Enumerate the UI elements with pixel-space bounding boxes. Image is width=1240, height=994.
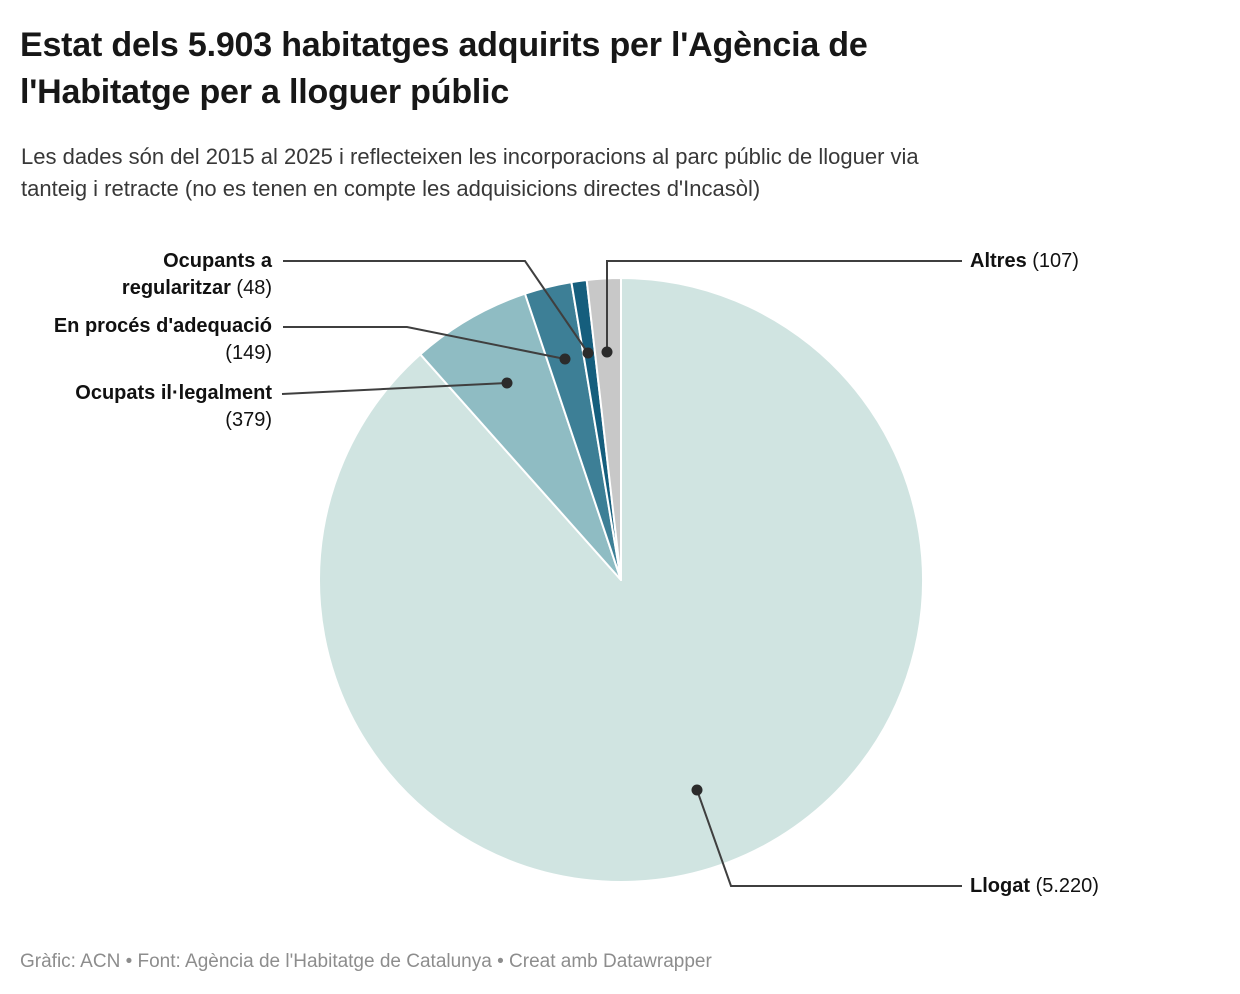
- label-llogat: Llogat (5.220): [970, 873, 1099, 900]
- label-ocupants-a-regularitzar: Ocupants a regularitzar (48): [122, 248, 272, 302]
- leader-line-ocupants-regularitzar: [283, 260, 589, 354]
- label-altres: Altres (107): [970, 248, 1079, 275]
- label-ocupats-name: Ocupats il·legalment: [75, 382, 272, 404]
- page-title: Estat dels 5.903 habitatges adquirits pe…: [20, 26, 868, 111]
- label-en-proces-adequacio: En procés d'adequació (149): [54, 313, 272, 367]
- label-ocupants-line2: regularitzar: [121, 277, 231, 299]
- label-ocupants-line1: Ocupants a: [163, 250, 272, 272]
- leader-dot-en-proces-adequacio: [559, 353, 571, 365]
- label-proces-value: (149): [225, 342, 272, 364]
- chart-credit: Gràfic: ACN • Font: Agència de l'Habitat…: [20, 951, 712, 972]
- label-altres-value: (107): [1032, 250, 1079, 272]
- label-llogat-name: Llogat: [970, 875, 1030, 897]
- leader-line-llogat: [696, 789, 962, 887]
- leader-dots-group: [501, 346, 703, 796]
- leader-lines-group: [281, 260, 962, 887]
- pie-slice-altres[interactable]: [585, 277, 622, 581]
- label-ocupats-value: (379): [225, 409, 272, 431]
- leader-dot-altres: [601, 346, 613, 358]
- chart-subtitle: Les dades són del 2015 al 2025 i reflect…: [21, 144, 919, 201]
- leader-line-en-proces-adequacio: [283, 326, 566, 360]
- leader-line-ocupats-illegalment: [281, 382, 508, 395]
- label-ocupants-value: (48): [236, 277, 272, 299]
- leader-dot-ocupants-regularitzar: [582, 347, 594, 359]
- leader-dot-ocupats-illegalment: [501, 377, 513, 389]
- pie-slice-ocupats-illegalment[interactable]: [419, 292, 622, 581]
- label-altres-name: Altres: [970, 250, 1027, 272]
- leader-line-altres: [606, 260, 962, 352]
- pie-slices-group: [318, 277, 924, 883]
- label-ocupats-illegalment: Ocupats il·legalment (379): [75, 380, 272, 434]
- label-proces-name: En procés d'adequació: [53, 315, 272, 337]
- label-llogat-value: (5.220): [1035, 875, 1099, 897]
- leader-dot-llogat: [691, 784, 703, 796]
